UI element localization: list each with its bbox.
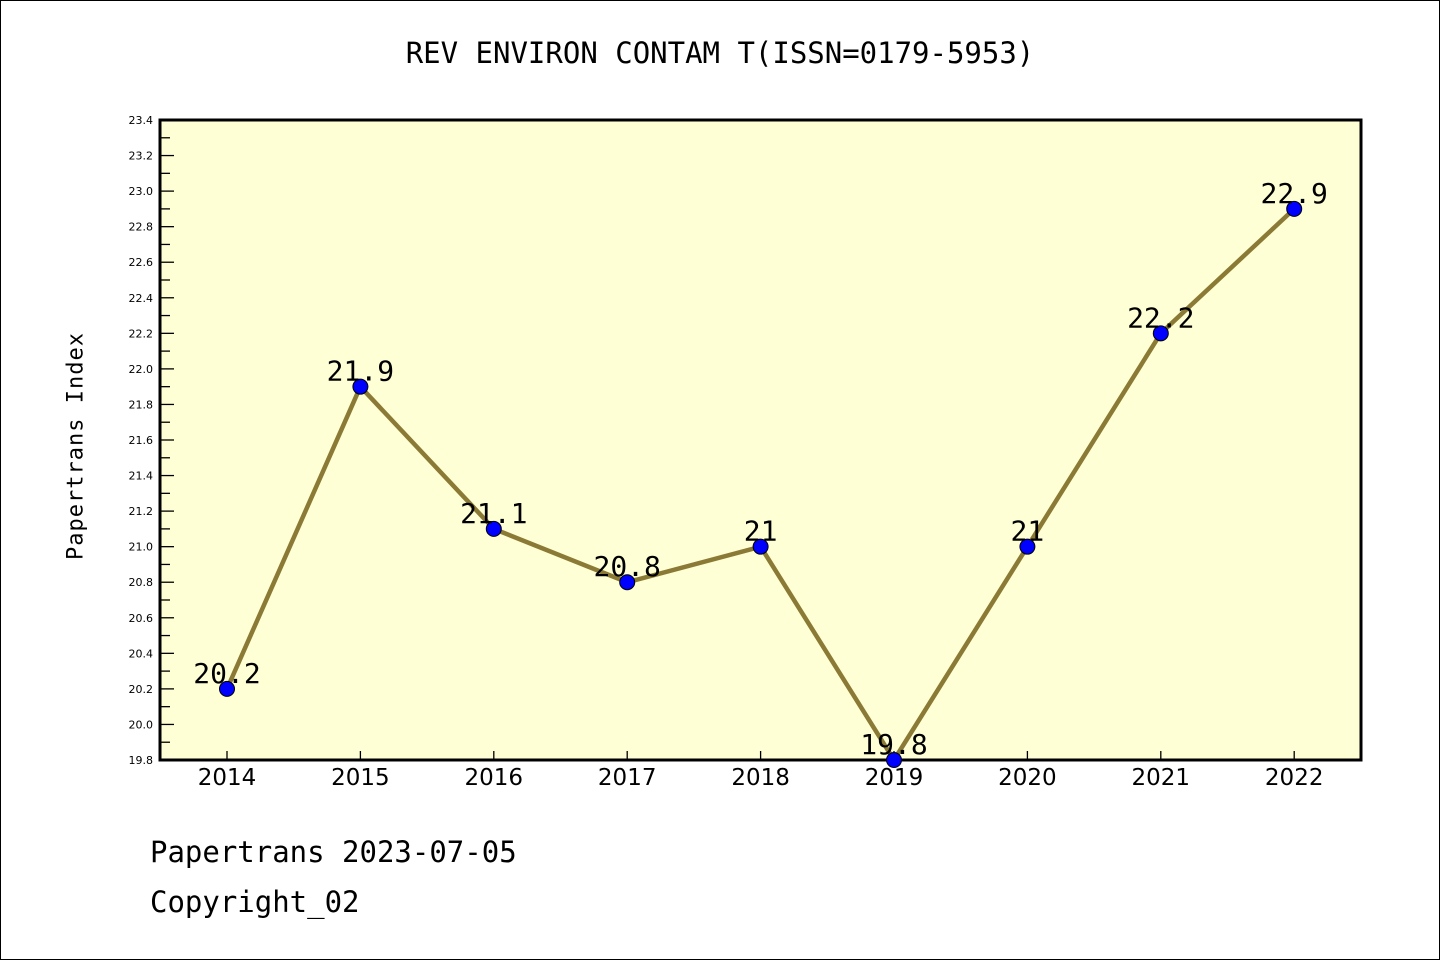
y-tick-label: 23.0 [129,185,154,198]
data-point [1152,325,1169,342]
y-tick-label: 21.6 [129,434,154,447]
data-label: 21 [1011,515,1045,548]
y-tick-label: 20.0 [129,718,154,731]
data-label: 22.9 [1260,177,1327,210]
y-tick-label: 22.0 [129,363,154,376]
data-point [752,538,769,555]
y-tick-label: 19.8 [129,754,154,767]
data-label: 20.8 [593,550,660,583]
data-point [619,574,636,591]
x-tick-label: 2015 [331,765,390,791]
y-tick-label: 21.8 [129,398,154,411]
y-tick-label: 21.4 [129,470,154,483]
data-point [219,680,235,697]
y-tick-label: 22.2 [129,327,154,340]
chart-title: REV ENVIRON CONTAM T(ISSN=0179-5953) [405,36,1035,70]
data-label: 20.2 [193,657,260,690]
y-tick-label: 21.2 [129,505,154,518]
y-tick-label: 22.6 [129,256,154,269]
y-tick-label: 22.4 [129,292,154,305]
data-label: 22.2 [1127,301,1194,334]
data-label: 21.9 [327,355,394,388]
x-tick-label: 2020 [998,765,1057,791]
x-tick-label: 2017 [598,765,657,791]
data-point [1019,538,1036,555]
y-tick-label: 20.8 [129,576,154,589]
data-point [1286,200,1303,217]
y-tick-label: 21.0 [129,541,154,554]
y-tick-label: 20.6 [129,612,154,625]
data-point [352,378,369,395]
x-tick-label: 2014 [198,765,257,791]
x-tick-label: 2018 [731,765,790,791]
data-label: 19.8 [860,728,927,761]
y-tick-label: 23.4 [129,114,154,127]
plot-area [160,120,1361,760]
x-tick-label: 2021 [1132,765,1191,791]
footer-copyright: Copyright_02 [150,885,360,919]
data-label: 21.1 [460,497,527,530]
data-label: 21 [744,515,778,548]
y-tick-label: 20.4 [129,647,154,660]
plot-border [158,118,1363,762]
y-tick-label: 23.2 [129,150,154,163]
x-tick-label: 2022 [1265,765,1324,791]
data-point [485,520,502,537]
y-tick-label: 22.8 [129,221,154,234]
y-tick-label: 20.2 [129,683,154,696]
x-tick-label: 2019 [865,765,924,791]
data-point [886,752,902,768]
footer-date: Papertrans 2023-07-05 [150,835,517,869]
x-tick-label: 2016 [465,765,524,791]
